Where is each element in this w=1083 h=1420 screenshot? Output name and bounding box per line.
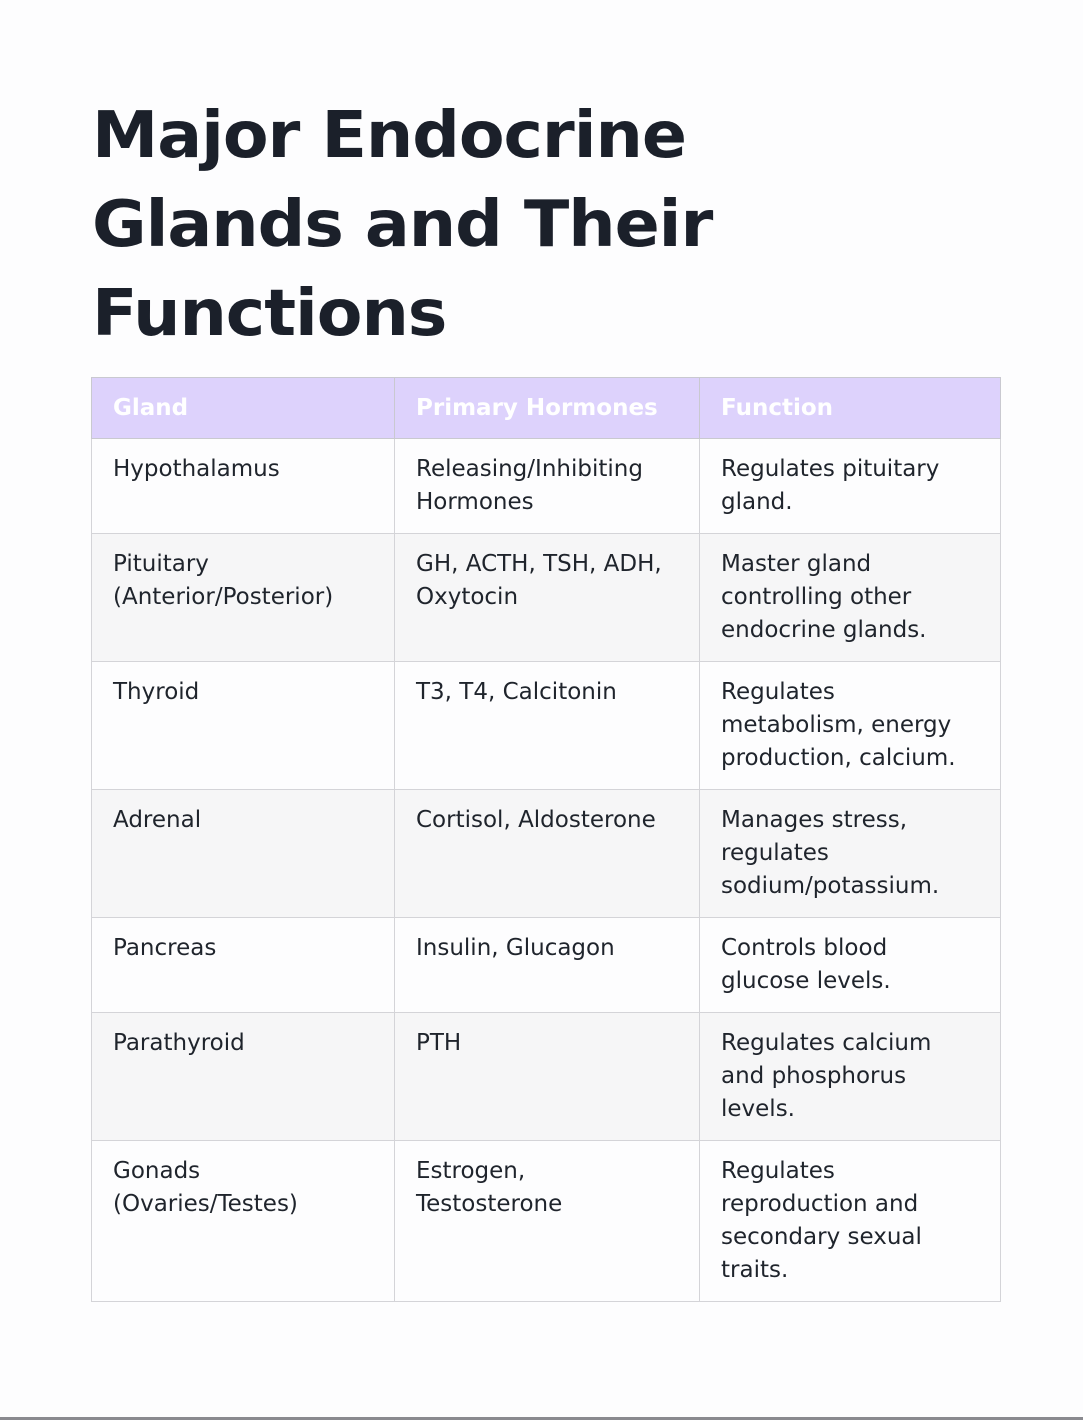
table-row: Adrenal Cortisol, Aldosterone Manages st…	[91, 789, 1001, 918]
hormones-cell: PTH	[394, 1012, 700, 1141]
endocrine-glands-table: Gland Primary Hormones Function Hypothal…	[91, 377, 1001, 1302]
table-header-row: Gland Primary Hormones Function	[91, 377, 1001, 439]
function-cell: Regulates reproduction and secondary sex…	[699, 1140, 1001, 1302]
bottom-divider	[0, 1417, 1083, 1420]
gland-cell: Hypothalamus	[91, 438, 395, 534]
gland-cell: Thyroid	[91, 661, 395, 790]
hormones-cell: GH, ACTH, TSH, ADH, Oxytocin	[394, 533, 700, 662]
table-row: Pancreas Insulin, Glucagon Controls bloo…	[91, 917, 1001, 1013]
hormones-cell: Cortisol, Aldosterone	[394, 789, 700, 918]
gland-cell: Parathyroid	[91, 1012, 395, 1141]
table-row: Pituitary (Anterior/Posterior) GH, ACTH,…	[91, 533, 1001, 662]
function-cell: Master gland controlling other endocrine…	[699, 533, 1001, 662]
function-cell: Regulates metabolism, energy production,…	[699, 661, 1001, 790]
table-row: Gonads (Ovaries/Testes) Estrogen, Testos…	[91, 1140, 1001, 1302]
function-cell: Manages stress, regulates sodium/potassi…	[699, 789, 1001, 918]
table-row: Parathyroid PTH Regulates calcium and ph…	[91, 1012, 1001, 1141]
function-cell: Regulates calcium and phosphorus levels.	[699, 1012, 1001, 1141]
hormones-cell: Releasing/Inhibiting Hormones	[394, 438, 700, 534]
hormones-cell: Insulin, Glucagon	[394, 917, 700, 1013]
table-row: Thyroid T3, T4, Calcitonin Regulates met…	[91, 661, 1001, 790]
gland-cell: Pancreas	[91, 917, 395, 1013]
column-header-primary-hormones: Primary Hormones	[394, 377, 700, 439]
gland-cell: Gonads (Ovaries/Testes)	[91, 1140, 395, 1302]
function-cell: Controls blood glucose levels.	[699, 917, 1001, 1013]
hormones-cell: Estrogen, Testosterone	[394, 1140, 700, 1302]
column-header-gland: Gland	[91, 377, 395, 439]
hormones-cell: T3, T4, Calcitonin	[394, 661, 700, 790]
function-cell: Regulates pituitary gland.	[699, 438, 1001, 534]
table-row: Hypothalamus Releasing/Inhibiting Hormon…	[91, 438, 1001, 534]
gland-cell: Pituitary (Anterior/Posterior)	[91, 533, 395, 662]
page-title: Major Endocrine Glands and Their Functio…	[92, 99, 713, 351]
column-header-function: Function	[699, 377, 1001, 439]
gland-cell: Adrenal	[91, 789, 395, 918]
